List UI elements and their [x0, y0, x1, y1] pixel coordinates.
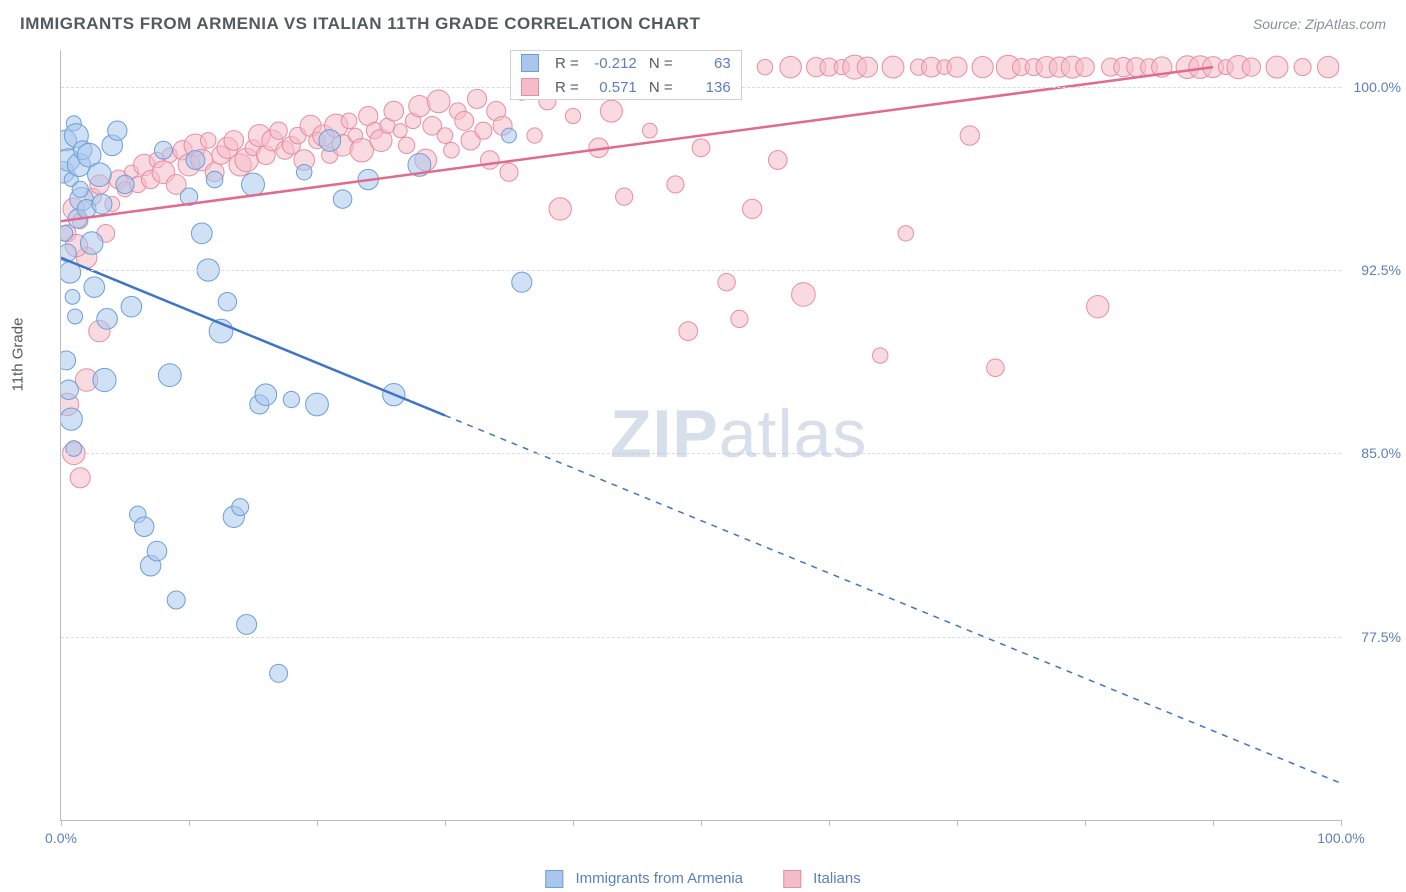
- swatch-armenia-icon: [545, 870, 563, 888]
- chart-title: IMMIGRANTS FROM ARMENIA VS ITALIAN 11TH …: [20, 14, 700, 34]
- source-label: Source: ZipAtlas.com: [1253, 16, 1386, 32]
- swatch-italians-icon: [783, 870, 801, 888]
- r-value-armenia: -0.212: [587, 55, 637, 72]
- n-label: N =: [645, 55, 673, 72]
- ytick-label: 92.5%: [1346, 262, 1401, 278]
- legend-bottom: Immigrants from Armenia Italians: [545, 870, 860, 888]
- legend-label-armenia: Immigrants from Armenia: [575, 870, 743, 887]
- swatch-armenia: [521, 54, 539, 72]
- y-axis-label: 11th Grade: [10, 318, 27, 392]
- legend-label-italians: Italians: [813, 870, 861, 887]
- n-value-italians: 136: [681, 79, 731, 96]
- stats-row-italians: R = 0.571 N = 136: [511, 75, 741, 99]
- xtick-label: 100.0%: [1317, 830, 1364, 846]
- r-value-italians: 0.571: [587, 79, 637, 96]
- ytick-label: 77.5%: [1346, 629, 1401, 645]
- ytick-label: 100.0%: [1346, 79, 1401, 95]
- scatter-layer: [61, 50, 1341, 820]
- n-value-armenia: 63: [681, 55, 731, 72]
- plot-area: 77.5%85.0%92.5%100.0%0.0%100.0%: [60, 50, 1341, 821]
- swatch-italians: [521, 78, 539, 96]
- legend-item-italians: Italians: [783, 870, 861, 888]
- r-label: R =: [555, 79, 579, 96]
- xtick-label: 0.0%: [45, 830, 77, 846]
- legend-item-armenia: Immigrants from Armenia: [545, 870, 743, 888]
- n-label: N =: [645, 79, 673, 96]
- stats-legend: R = -0.212 N = 63 R = 0.571 N = 136: [510, 50, 742, 100]
- trend-layer: [61, 50, 1341, 820]
- r-label: R =: [555, 55, 579, 72]
- ytick-label: 85.0%: [1346, 445, 1401, 461]
- stats-row-armenia: R = -0.212 N = 63: [511, 51, 741, 75]
